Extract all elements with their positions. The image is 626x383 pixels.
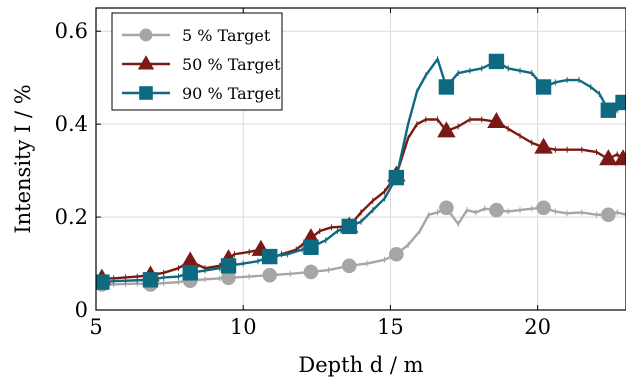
series-layer (96, 53, 626, 292)
data-point-marker (613, 149, 626, 166)
y-tick-label: 0.2 (55, 205, 88, 229)
x-tick-label: 5 (89, 315, 102, 339)
plot-frame (95, 7, 626, 311)
data-point-marker (489, 202, 504, 218)
data-point-marker (600, 102, 617, 118)
legend: 5 % Target 50 % Target 90 % Target (111, 12, 283, 111)
y-tick-label: 0 (75, 298, 88, 322)
legend-marker (137, 55, 155, 70)
data-point-marker (142, 272, 159, 288)
data-point-marker (615, 94, 626, 111)
data-point-marker (536, 200, 551, 216)
x-tick-label: 20 (524, 315, 551, 339)
legend-item: 5 % Target (122, 26, 271, 45)
data-point-marker (438, 79, 455, 95)
data-point-marker (220, 258, 237, 274)
data-point-marker (439, 200, 454, 216)
data-point-marker (96, 274, 110, 290)
y-tick-label: 0.4 (55, 112, 88, 136)
y-tick-label: 0.6 (55, 19, 88, 43)
data-point-marker (262, 267, 278, 283)
x-tick-label: 10 (230, 315, 257, 339)
legend-label: 90 % Target (182, 84, 281, 103)
data-point-marker (182, 265, 198, 281)
ticks: 5 10 15 20 0 0.2 0.4 0.6 (55, 8, 551, 339)
data-point-marker (534, 137, 553, 154)
legend-items: 5 % Target 50 % Target 90 % Target (122, 26, 281, 103)
legend-item: 90 % Target (122, 84, 281, 103)
data-point-marker (487, 112, 506, 129)
data-point-marker (262, 248, 278, 265)
data-point-marker (180, 251, 200, 268)
legend-marker (139, 86, 153, 100)
data-point-marker (303, 264, 319, 280)
x-tick-label: 15 (377, 315, 404, 339)
legend-label: 5 % Target (182, 26, 271, 45)
data-point-marker (388, 169, 405, 186)
data-point-marker (389, 246, 404, 262)
legend-item: 50 % Target (122, 55, 281, 74)
data-point-marker (341, 218, 357, 235)
data-point-marker (599, 149, 618, 166)
legend-label: 50 % Target (182, 55, 281, 74)
data-point-marker (535, 79, 552, 95)
data-point-marker (341, 258, 357, 274)
series-3 (96, 53, 626, 290)
x-axis-label: Depth d / m (298, 353, 423, 377)
data-point-marker (601, 207, 616, 223)
data-point-marker (303, 239, 319, 255)
legend-marker (139, 28, 153, 42)
data-point-marker (437, 121, 456, 138)
series-line (101, 118, 626, 280)
data-point-marker (488, 53, 505, 70)
y-axis-label: Intensity I / % (11, 84, 35, 233)
series-2 (96, 112, 626, 285)
series-clip-group (96, 53, 626, 292)
